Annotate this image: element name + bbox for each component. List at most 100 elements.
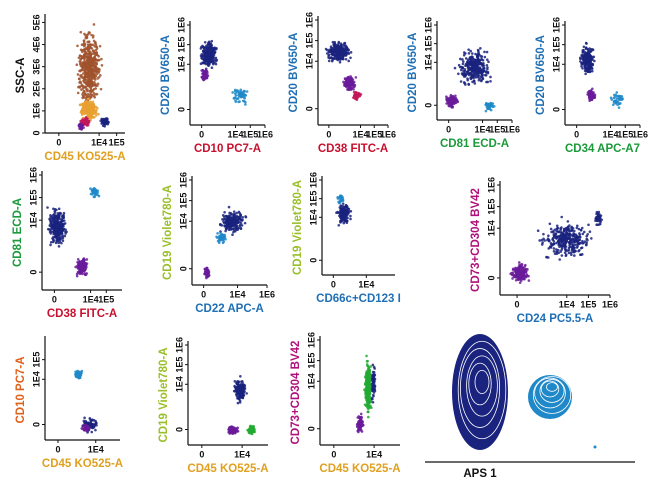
event-dot [469, 77, 473, 81]
event-dot [94, 428, 97, 432]
x-axis-label: CD81 ECD-A [440, 138, 509, 150]
event-dot [349, 51, 353, 54]
event-dot [85, 109, 89, 112]
event-dot [457, 72, 460, 76]
event-dot [483, 50, 486, 54]
event-dot [451, 95, 455, 99]
event-dot [248, 425, 252, 428]
event-dot [471, 63, 474, 66]
event-dot [210, 39, 214, 43]
event-dot [538, 239, 541, 242]
event-dot [461, 62, 465, 66]
event-dot [84, 85, 88, 88]
event-dot [352, 96, 356, 99]
event-dot [368, 370, 372, 373]
event-dot [231, 227, 235, 231]
event-dot [79, 69, 82, 73]
event-dot [546, 256, 550, 259]
event-dot [88, 82, 92, 85]
x-tick-label: 1E6 [504, 124, 520, 134]
event-dot [79, 80, 82, 83]
event-dot [590, 237, 593, 240]
event-dot [224, 221, 228, 224]
event-dot [93, 423, 97, 426]
event-dot [233, 390, 237, 393]
event-dot [222, 237, 225, 241]
event-dot [95, 92, 99, 96]
event-dot [79, 58, 82, 61]
event-dot [489, 101, 493, 105]
y-tick-label: 2E6 [31, 81, 41, 97]
event-dot [486, 102, 490, 106]
event-dot [358, 94, 361, 98]
event-dot [88, 108, 91, 112]
event-dot [610, 98, 614, 101]
event-dot [76, 44, 79, 48]
y-tick-label: 1E6 [423, 17, 433, 33]
x-tick-label: 0 [56, 137, 61, 147]
event-dot [359, 412, 363, 416]
event-dot [227, 214, 231, 218]
event-dot [367, 377, 371, 381]
event-dot [77, 56, 81, 60]
event-dot [83, 416, 86, 420]
event-dot [327, 59, 331, 63]
event-dot [366, 359, 369, 363]
event-dot [98, 44, 102, 48]
event-dot [90, 93, 94, 97]
event-dot [89, 57, 93, 60]
event-dot [345, 50, 348, 54]
event-dot [101, 120, 104, 123]
event-dot [49, 243, 52, 247]
event-dot [207, 48, 211, 52]
event-dot [94, 45, 98, 48]
event-dot [85, 121, 89, 124]
event-dot [95, 72, 99, 76]
event-dot [202, 61, 206, 65]
y-tick-label: 1E4 [31, 371, 41, 387]
event-dot [93, 95, 96, 99]
event-dot [241, 396, 245, 400]
x-tick-label: 1E5 [109, 137, 125, 147]
event-dot [351, 81, 354, 85]
event-dot [566, 249, 569, 252]
event-dot [564, 235, 567, 238]
event-dot [86, 92, 90, 96]
event-dot [481, 65, 484, 68]
y-tick-label: 1E6 [31, 103, 41, 119]
event-dot [49, 224, 52, 228]
x-axis-label: CD24 PC5.5-A [517, 313, 594, 325]
event-dot [344, 57, 348, 61]
event-dot [210, 66, 214, 70]
y-tick-label: 1E6 [28, 167, 38, 183]
event-dot [526, 274, 529, 278]
event-dot [93, 115, 96, 119]
event-dot [209, 61, 212, 64]
event-dot [548, 222, 552, 226]
event-dot [233, 380, 237, 383]
event-dot [616, 100, 619, 103]
event-dot [84, 96, 88, 100]
event-dot [524, 267, 528, 271]
event-dot [238, 399, 242, 403]
event-dot [99, 87, 103, 91]
event-dot [464, 57, 468, 60]
event-dot [584, 53, 587, 56]
event-dot [85, 429, 88, 433]
event-dot [589, 94, 593, 98]
event-dot [328, 50, 331, 53]
event-dot [589, 47, 593, 51]
event-dot [523, 265, 527, 268]
event-dot [585, 243, 588, 246]
event-dot [461, 66, 465, 70]
event-dot [492, 105, 496, 108]
event-dot [349, 56, 352, 60]
event-dot [80, 50, 84, 54]
event-dot [366, 388, 370, 391]
y-tick-label: 0 [31, 130, 41, 135]
event-dot [596, 212, 600, 215]
event-dot [83, 120, 87, 124]
event-dot [96, 82, 100, 86]
event-dot [480, 79, 483, 83]
